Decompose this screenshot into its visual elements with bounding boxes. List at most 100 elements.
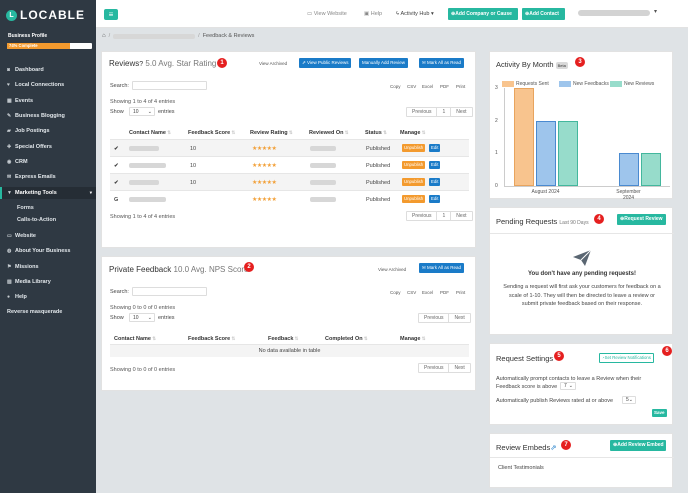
sidebar-item-marketing-tools[interactable]: ▼ Marketing Tools ▾ <box>0 187 96 199</box>
edit-button[interactable]: Edit <box>429 195 441 203</box>
sidebar-item-website[interactable]: ▭ Website <box>0 230 96 242</box>
bar-new-reviews[interactable] <box>557 120 578 186</box>
view-public-reviews-button[interactable]: ⇗ View Public Reviews <box>299 58 352 68</box>
pagination-page-1[interactable]: 1 <box>437 212 452 220</box>
sidebar-item-help[interactable]: ● Help <box>0 291 96 303</box>
envelope-icon: ✉ <box>7 174 12 180</box>
bar-new-reviews[interactable] <box>640 153 661 186</box>
export-print-button[interactable]: Print <box>456 84 466 89</box>
plus-icon: ⊕ <box>525 11 530 17</box>
column-header-review-rating[interactable]: Review Rating ⇅ <box>250 130 293 136</box>
column-header-status[interactable]: Status ⇅ <box>365 130 387 136</box>
column-header-reviewed-on[interactable]: Reviewed On ⇅ <box>309 130 349 136</box>
sidebar-item-events[interactable]: ▦ Events <box>0 95 96 107</box>
unpublish-button[interactable]: Unpublish <box>402 178 426 186</box>
pagination-next[interactable]: Next <box>454 315 465 321</box>
column-header-feedback-score[interactable]: Feedback Score ⇅ <box>188 130 236 136</box>
user-menu[interactable] <box>578 10 650 16</box>
column-header-feedback[interactable]: Feedback ⇅ <box>268 336 299 342</box>
sidebar-item-about-your-business[interactable]: ◍ About Your Business <box>0 245 96 257</box>
manually-add-review-button[interactable]: Manually Add Review <box>359 58 409 68</box>
sidebar-item-local-connections[interactable]: ♥ Local Connections <box>0 79 96 91</box>
export-csv-button[interactable]: CSV <box>407 84 417 89</box>
unpublish-button[interactable]: Unpublish <box>402 161 426 169</box>
add-company-button[interactable]: ⊕Add Company or Cause <box>448 8 518 20</box>
menu-toggle-button[interactable]: ≡ <box>104 9 118 20</box>
column-header-completed-on[interactable]: Completed On ⇅ <box>325 336 368 342</box>
edit-button[interactable]: Edit <box>429 161 441 169</box>
sidebar-item-dashboard[interactable]: ◙ Dashboard <box>0 64 96 76</box>
view-website-link[interactable]: ▭ View Website <box>307 11 347 17</box>
reviews-search-input[interactable] <box>132 81 207 90</box>
edit-button[interactable]: Edit <box>429 178 441 186</box>
sidebar-subitem-calls-to-action[interactable]: Calls-to-Action <box>17 217 57 223</box>
export-pdf-button[interactable]: PDF <box>440 84 449 89</box>
legend-entry[interactable]: Requests Sent <box>502 81 549 87</box>
private-search-input[interactable] <box>132 287 207 296</box>
set-review-notifications-button[interactable]: ◔Set Review Notifications <box>599 353 654 363</box>
mark-all-read-button[interactable]: ✉ Mark All as Read <box>419 263 465 273</box>
home-icon[interactable]: ⌂ <box>102 33 106 39</box>
pagination-previous[interactable]: Previous <box>419 314 450 322</box>
pagination-next[interactable]: Next <box>456 213 467 219</box>
caret-down-icon[interactable]: ▾ <box>654 9 658 15</box>
request-review-button[interactable]: ⊕Request Review <box>617 214 666 225</box>
embed-item[interactable]: Client Testimonials <box>498 465 544 471</box>
sidebar-item-job-postings[interactable]: ▰ Job Postings <box>0 125 96 137</box>
export-print-button[interactable]: Print <box>456 290 466 295</box>
prompt-score-select[interactable]: 7 ⌄ <box>560 382 576 390</box>
pagination-previous[interactable]: Previous <box>407 108 438 116</box>
divider <box>490 457 674 458</box>
bar-requests-sent[interactable] <box>513 88 534 186</box>
help-link[interactable]: ▣ Help <box>364 11 383 17</box>
profile-progress-bar[interactable]: 74% Complete <box>7 43 92 49</box>
sidebar-item-missions[interactable]: ⚑ Missions <box>0 261 96 273</box>
breadcrumb-business-link[interactable] <box>113 33 196 39</box>
help-circle-icon[interactable]: ? <box>139 61 144 68</box>
column-header-feedback-score[interactable]: Feedback Score ⇅ <box>188 336 236 342</box>
sidebar-item-special-offers[interactable]: ✚ Special Offers <box>0 141 96 153</box>
external-link-icon[interactable]: ⇗ <box>550 443 557 452</box>
sidebar-item-reverse-masquerade[interactable]: Reverse masquerade <box>0 306 96 318</box>
add-review-embed-button[interactable]: ⊕Add Review Embed <box>610 440 666 451</box>
pagination-previous[interactable]: Previous <box>407 212 438 220</box>
column-header-manage[interactable]: Manage ⇅ <box>400 130 426 136</box>
sidebar-item-business-blogging[interactable]: ✎ Business Blogging <box>0 110 96 122</box>
export-excel-button[interactable]: Excel <box>422 290 434 295</box>
export-pdf-button[interactable]: PDF <box>440 290 449 295</box>
mark-all-read-button[interactable]: ✉ Mark All as Read <box>419 58 465 68</box>
pagination-next[interactable]: Next <box>454 365 465 371</box>
export-copy-button[interactable]: Copy <box>390 290 401 295</box>
column-header-contact-name[interactable]: Contact Name ⇅ <box>129 130 172 136</box>
edit-button[interactable]: Edit <box>429 144 441 152</box>
legend-entry[interactable]: New Feedbacks <box>559 81 609 87</box>
unpublish-button[interactable]: Unpublish <box>402 195 426 203</box>
column-header-contact-name[interactable]: Contact Name ⇅ <box>114 336 157 342</box>
legend-entry[interactable]: New Reviews <box>610 81 654 87</box>
publish-rating-select[interactable]: 5 ⌄ <box>622 396 636 404</box>
view-archived-button[interactable]: View Archived <box>378 267 407 272</box>
bar-new-feedbacks[interactable] <box>535 120 556 186</box>
export-csv-button[interactable]: CSV <box>407 290 417 295</box>
caret-down-icon: ⌄ <box>147 315 152 321</box>
export-excel-button[interactable]: Excel <box>422 84 434 89</box>
column-header-manage[interactable]: Manage ⇅ <box>400 336 426 342</box>
sidebar-item-express-emails[interactable]: ✉ Express Emails <box>0 171 96 183</box>
activity-hub-menu[interactable]: ϟ Activity Hub ▾ <box>396 11 434 17</box>
export-copy-button[interactable]: Copy <box>390 84 401 89</box>
pagination-page-1[interactable]: 1 <box>437 108 452 116</box>
pagination-next[interactable]: Next <box>456 109 467 115</box>
unpublish-button[interactable]: Unpublish <box>402 144 426 152</box>
reviews-entries-select[interactable]: 10 ⌄ <box>129 107 155 116</box>
sidebar-subitem-forms[interactable]: Forms <box>17 205 34 211</box>
logo[interactable]: L LOCABLE <box>6 8 85 22</box>
pagination-previous[interactable]: Previous <box>419 364 450 372</box>
private-entries-select[interactable]: 10 ⌄ <box>129 313 155 322</box>
sidebar-item-media-library[interactable]: ▧ Media Library <box>0 276 96 288</box>
sidebar-item-crm[interactable]: ◉ CRM <box>0 156 96 168</box>
sidebar-item-label: Dashboard <box>15 67 44 73</box>
view-archived-button[interactable]: View Archived <box>259 61 288 66</box>
save-settings-button[interactable]: Save <box>652 409 667 417</box>
bar-new-feedbacks[interactable] <box>618 153 639 186</box>
add-contact-button[interactable]: ⊕Add Contact <box>522 8 565 20</box>
